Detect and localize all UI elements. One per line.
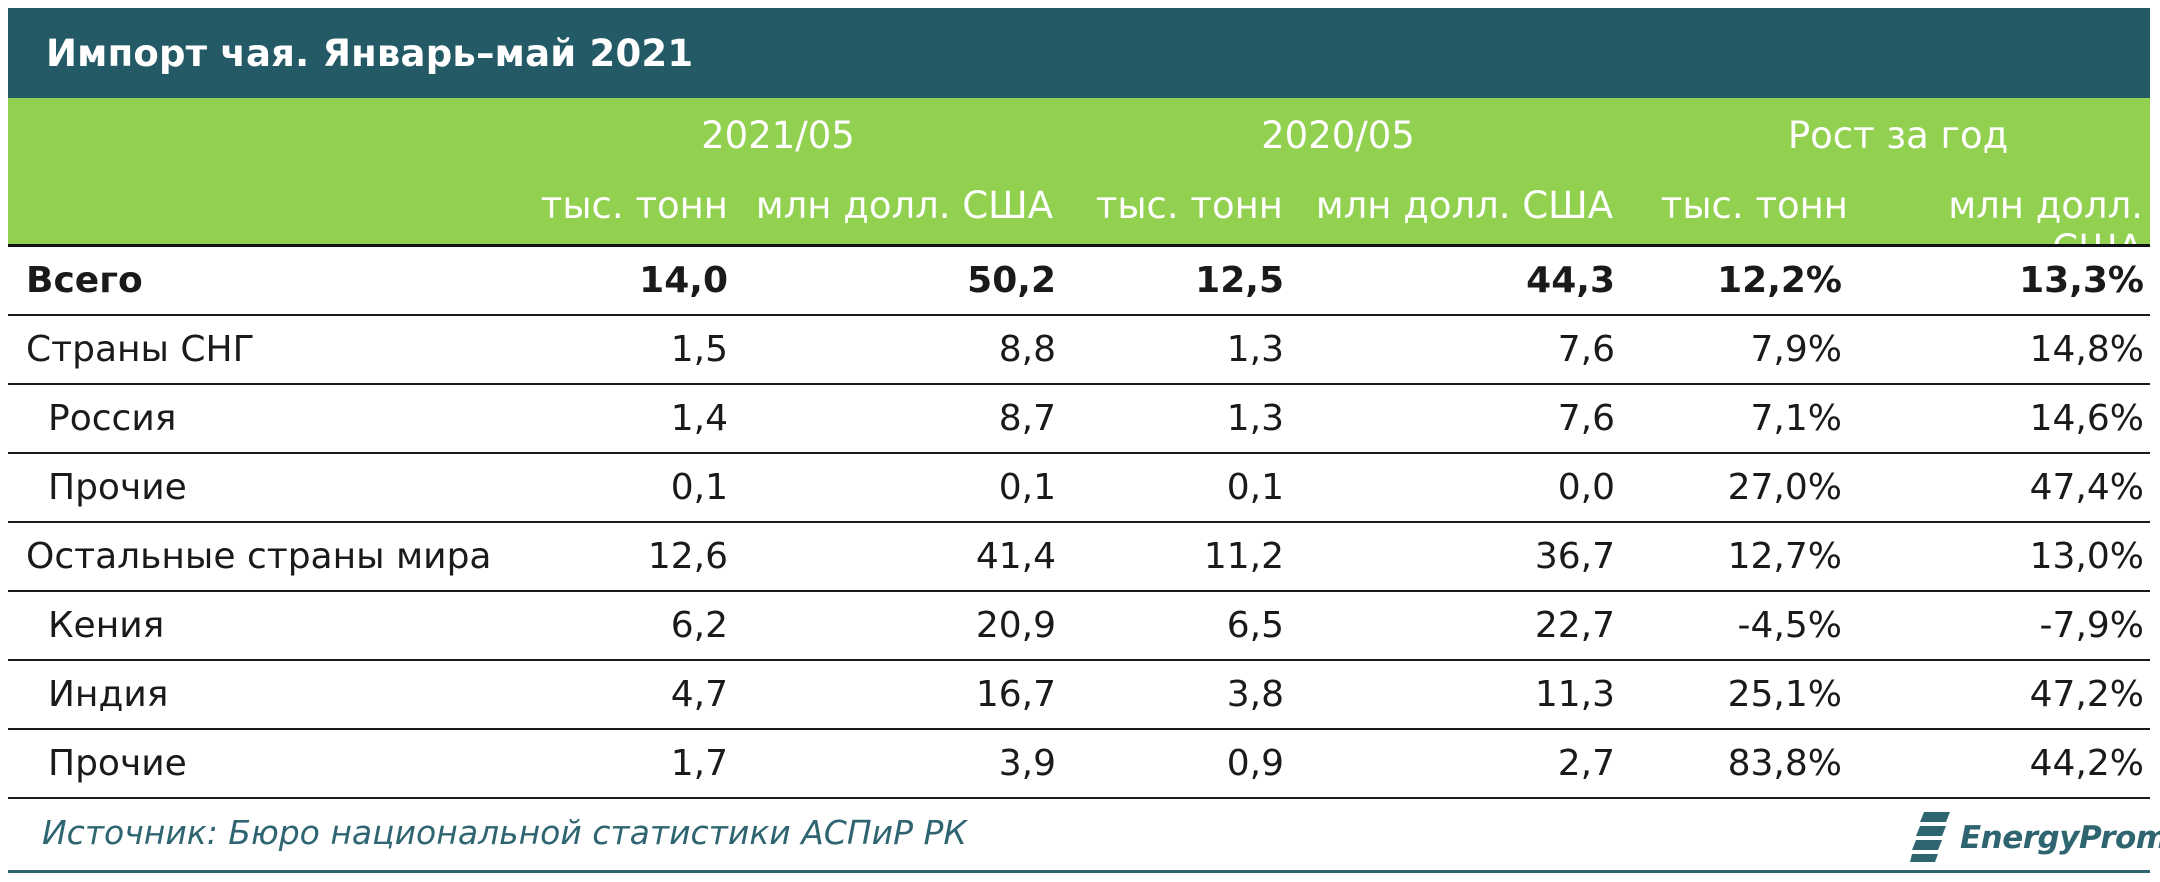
cell-value: 1,5: [670, 329, 728, 370]
header-unit: тыс. тонн: [1095, 184, 1283, 227]
source-note: Источник: Бюро национальной статистики А…: [42, 813, 967, 852]
cell-value: 0,1: [998, 467, 1056, 508]
cell-value: 0,9: [1226, 743, 1284, 784]
cell-value: 14,0: [639, 260, 728, 301]
cell-value: 16,7: [975, 674, 1056, 715]
table-body: Всего 14,0 50,2 12,5 44,3 12,2% 13,3% Ст…: [8, 247, 2150, 799]
table-row: Страны СНГ 1,5 8,8 1,3 7,6 7,9% 14,8%: [8, 316, 2150, 385]
cell-value: 13,3%: [2019, 260, 2144, 301]
bottom-rule: [8, 870, 2150, 873]
header-unit: млн долл. США: [755, 184, 1053, 227]
row-label: Кения: [48, 605, 165, 646]
cell-value: 50,2: [967, 260, 1056, 301]
cell-value: 7,1%: [1750, 398, 1842, 439]
cell-value: 1,3: [1226, 329, 1284, 370]
cell-value: 1,7: [670, 743, 728, 784]
table-header: 2021/05 2020/05 Рост за год тыс. тонн мл…: [8, 98, 2150, 270]
table-row-total: Всего 14,0 50,2 12,5 44,3 12,2% 13,3%: [8, 247, 2150, 316]
cell-value: 12,5: [1195, 260, 1284, 301]
cell-value: 47,4%: [2029, 467, 2144, 508]
cell-value: 0,1: [1226, 467, 1284, 508]
cell-value: 83,8%: [1727, 743, 1842, 784]
energyprom-logo-icon: [1910, 812, 1950, 862]
header-unit: тыс. тонн: [540, 184, 728, 227]
table-row: Остальные страны мира 12,6 41,4 11,2 36,…: [8, 523, 2150, 592]
table-title: Импорт чая. Январь–май 2021: [46, 32, 694, 75]
cell-value: 44,3: [1526, 260, 1615, 301]
cell-value: 8,7: [998, 398, 1056, 439]
row-label: Индия: [48, 674, 169, 715]
cell-value: 6,5: [1226, 605, 1284, 646]
cell-value: 14,8%: [2029, 329, 2144, 370]
table-row: Индия 4,7 16,7 3,8 11,3 25,1% 47,2%: [8, 661, 2150, 730]
cell-value: -4,5%: [1737, 605, 1842, 646]
cell-value: 14,6%: [2029, 398, 2144, 439]
cell-value: 0,0: [1557, 467, 1615, 508]
cell-value: 0,1: [670, 467, 728, 508]
cell-value: 3,8: [1226, 674, 1284, 715]
cell-value: 11,2: [1203, 536, 1284, 577]
header-unit: млн долл. США: [1315, 184, 1613, 227]
row-label: Всего: [26, 260, 143, 301]
cell-value: 41,4: [975, 536, 1056, 577]
header-divider: [8, 244, 2150, 247]
row-label: Прочие: [48, 467, 187, 508]
table-row: Кения 6,2 20,9 6,5 22,7 -4,5% -7,9%: [8, 592, 2150, 661]
cell-value: 7,6: [1557, 398, 1615, 439]
cell-value: 12,2%: [1717, 260, 1842, 301]
cell-value: 1,3: [1226, 398, 1284, 439]
cell-value: 13,0%: [2029, 536, 2144, 577]
cell-value: 12,7%: [1727, 536, 1842, 577]
row-label: Остальные страны мира: [26, 536, 492, 577]
cell-value: 4,7: [670, 674, 728, 715]
cell-value: 3,9: [998, 743, 1056, 784]
logo-text: EnergyProm: [1960, 820, 2160, 856]
tea-import-table: Импорт чая. Январь–май 2021 2021/05 2020…: [8, 8, 2160, 874]
cell-value: 2,7: [1557, 743, 1615, 784]
header-group-2021-05: 2021/05: [701, 114, 855, 157]
header-group-2020-05: 2020/05: [1261, 114, 1415, 157]
cell-value: 27,0%: [1727, 467, 1842, 508]
cell-value: 12,6: [647, 536, 728, 577]
table-row: Прочие 0,1 0,1 0,1 0,0 27,0% 47,4%: [8, 454, 2150, 523]
cell-value: 20,9: [975, 605, 1056, 646]
title-bar: Импорт чая. Январь–май 2021: [8, 8, 2150, 98]
cell-value: 7,6: [1557, 329, 1615, 370]
cell-value: 1,4: [670, 398, 728, 439]
cell-value: 6,2: [670, 605, 728, 646]
cell-value: 22,7: [1534, 605, 1615, 646]
cell-value: 8,8: [998, 329, 1056, 370]
row-label: Россия: [48, 398, 177, 439]
cell-value: 11,3: [1534, 674, 1615, 715]
header-group-growth: Рост за год: [1787, 114, 2009, 157]
energyprom-logo: EnergyProm: [1910, 806, 2160, 868]
table-row: Прочие 1,7 3,9 0,9 2,7 83,8% 44,2%: [8, 730, 2150, 799]
table-row: Россия 1,4 8,7 1,3 7,6 7,1% 14,6%: [8, 385, 2150, 454]
cell-value: -7,9%: [2039, 605, 2144, 646]
header-unit: млн долл. США: [1948, 184, 2143, 270]
row-label: Прочие: [48, 743, 187, 784]
cell-value: 44,2%: [2029, 743, 2144, 784]
cell-value: 25,1%: [1727, 674, 1842, 715]
row-label: Страны СНГ: [26, 329, 255, 370]
cell-value: 47,2%: [2029, 674, 2144, 715]
header-unit: тыс. тонн: [1660, 184, 1848, 227]
cell-value: 36,7: [1534, 536, 1615, 577]
cell-value: 7,9%: [1750, 329, 1842, 370]
